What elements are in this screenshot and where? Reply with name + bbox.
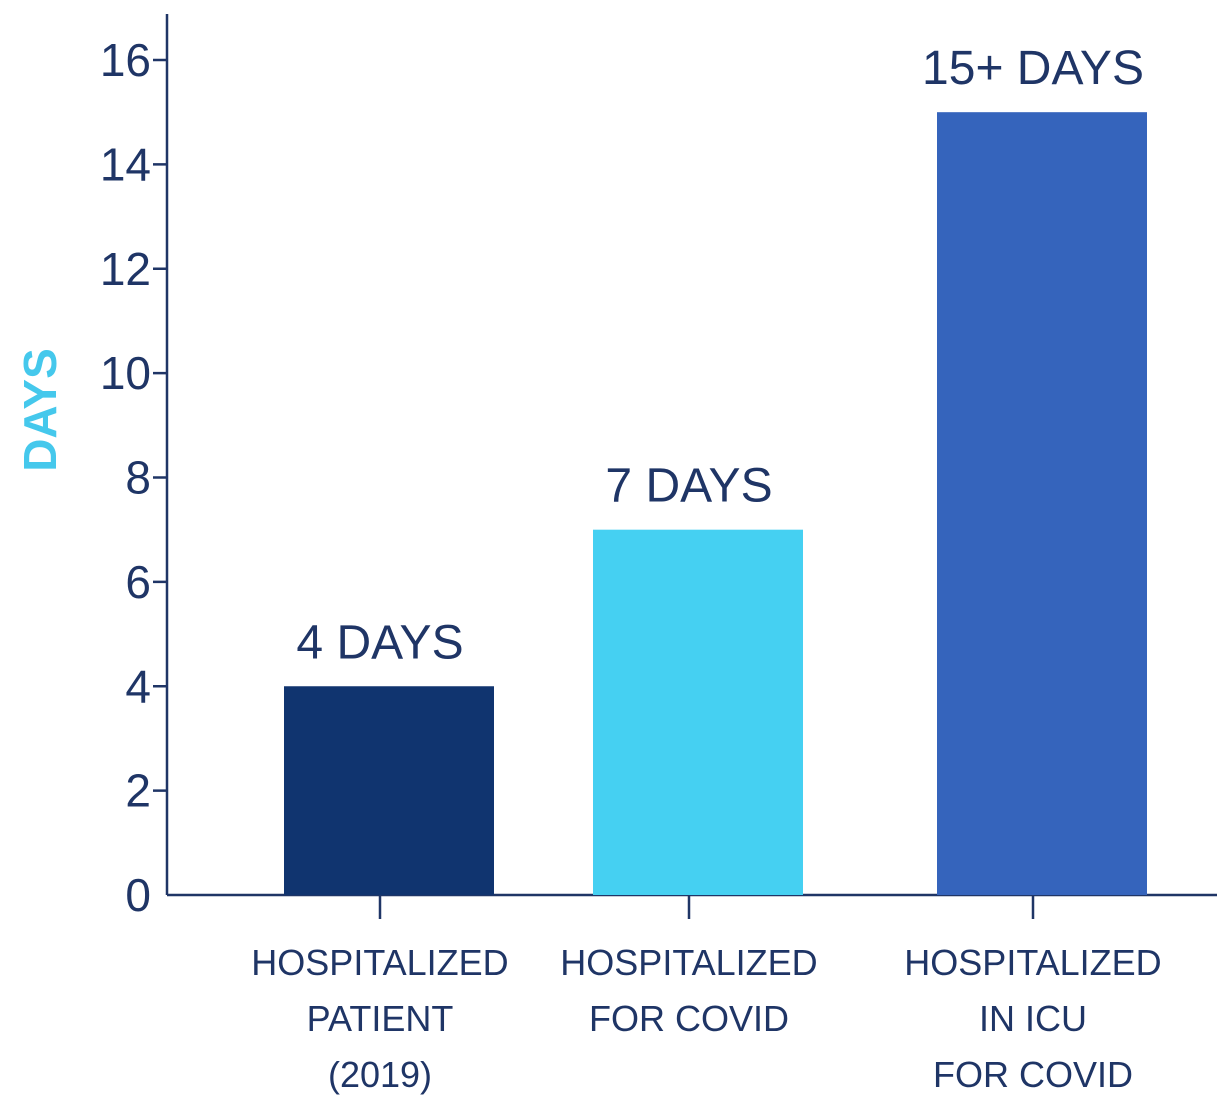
bar <box>937 112 1147 895</box>
y-tick-label: 10 <box>100 347 151 399</box>
y-tick-label: 12 <box>100 243 151 295</box>
bar <box>284 686 494 895</box>
y-axis-label: DAYS <box>14 348 66 472</box>
x-tick-label: HOSPITALIZED FOR COVID <box>560 942 817 1039</box>
y-tick-label: 16 <box>100 34 151 86</box>
x-tick-label-line: (2019) <box>328 1054 432 1095</box>
y-tick-label: 14 <box>100 138 151 190</box>
x-tick-label-line: HOSPITALIZED <box>251 942 508 983</box>
data-label: 4 DAYS <box>296 616 463 669</box>
x-tick-label-line: HOSPITALIZED <box>560 942 817 983</box>
x-tick-label: HOSPITALIZED PATIENT (2019) <box>251 942 508 1095</box>
y-tick-label: 6 <box>125 556 151 608</box>
y-tick-label: 2 <box>125 765 151 817</box>
x-tick-label-line: FOR COVID <box>589 998 789 1039</box>
x-tick-label-line: FOR COVID <box>933 1054 1133 1095</box>
x-tick-label-line: IN ICU <box>979 998 1087 1039</box>
data-label: 15+ DAYS <box>922 42 1144 95</box>
x-tick-label: HOSPITALIZED IN ICU FOR COVID <box>904 942 1161 1095</box>
bar <box>593 529 803 895</box>
data-labels: 4 DAYS 7 DAYS 15+ DAYS <box>296 42 1144 669</box>
y-tick-label: 4 <box>125 660 151 712</box>
y-tick-label: 8 <box>125 452 151 504</box>
data-label: 7 DAYS <box>605 460 772 513</box>
x-axis: HOSPITALIZED PATIENT (2019) HOSPITALIZED FOR… <box>167 893 1217 1095</box>
y-tick-label: 0 <box>125 869 151 921</box>
x-tick-label-line: PATIENT <box>307 998 454 1039</box>
y-axis: 0 2 4 6 8 10 12 14 16 <box>100 14 169 921</box>
bars <box>284 112 1147 895</box>
x-tick-label-line: HOSPITALIZED <box>904 942 1161 983</box>
